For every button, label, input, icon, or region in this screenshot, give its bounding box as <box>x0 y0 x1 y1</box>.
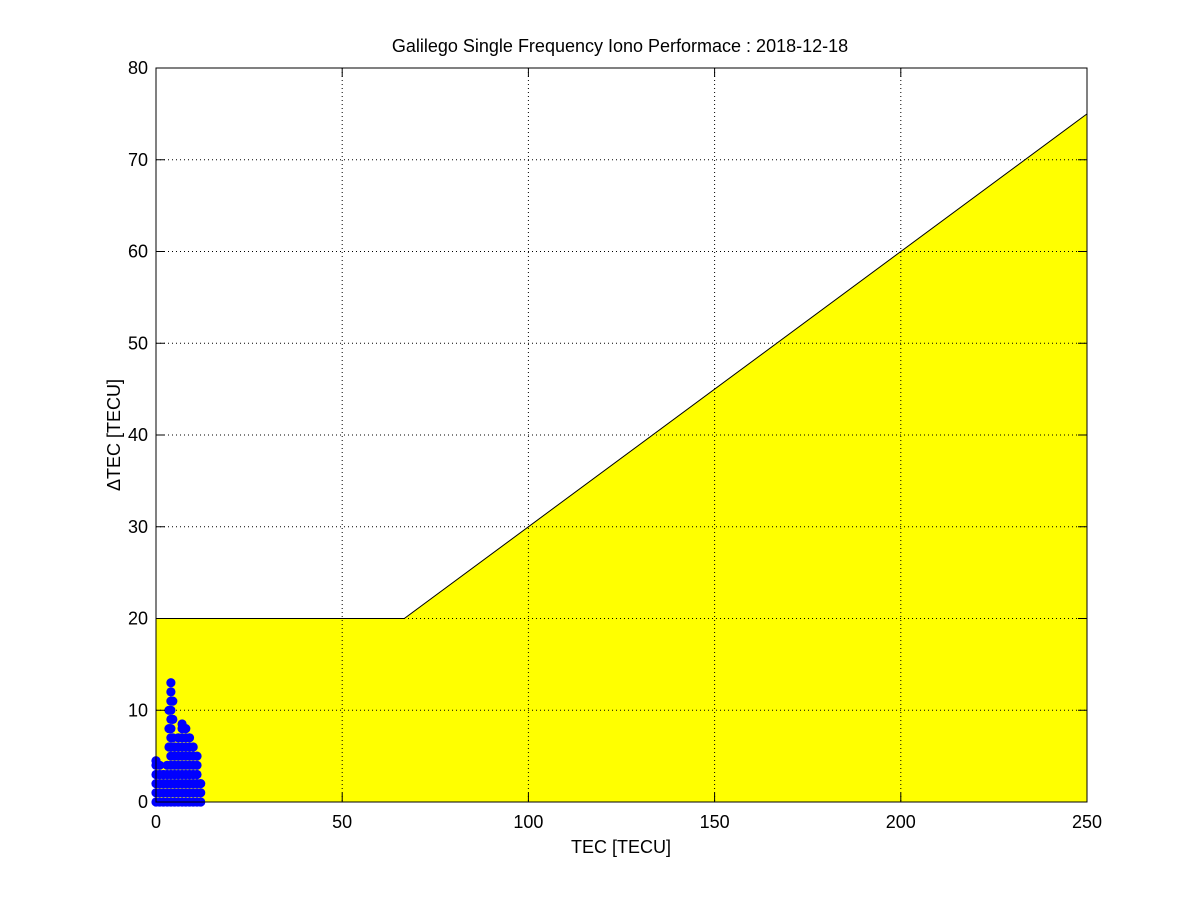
x-tick-label: 100 <box>513 812 543 832</box>
data-point <box>166 678 176 688</box>
y-tick-label: 60 <box>128 242 148 262</box>
x-tick-label: 250 <box>1072 812 1102 832</box>
y-tick-label: 0 <box>138 792 148 812</box>
y-tick-label: 40 <box>128 425 148 445</box>
data-point <box>196 788 206 798</box>
data-point <box>164 705 174 715</box>
y-tick-label: 30 <box>128 517 148 537</box>
data-point <box>196 779 206 789</box>
y-tick-label: 70 <box>128 150 148 170</box>
data-point <box>192 760 202 770</box>
data-point <box>192 751 202 761</box>
threshold-region <box>156 113 1087 802</box>
x-tick-label: 150 <box>700 812 730 832</box>
chart-title: Galilego Single Frequency Iono Performac… <box>392 36 848 56</box>
y-tick-label: 10 <box>128 700 148 720</box>
y-axis-label: ΔTEC [TECU] <box>104 379 124 491</box>
data-point <box>188 742 198 752</box>
points-layer <box>151 678 206 807</box>
y-tick-label: 20 <box>128 609 148 629</box>
x-tick-label: 0 <box>151 812 161 832</box>
y-tick-label: 50 <box>128 333 148 353</box>
data-point <box>192 769 202 780</box>
data-point <box>155 760 165 770</box>
x-axis-label: TEC [TECU] <box>571 837 671 857</box>
data-point <box>184 733 195 743</box>
y-tick-label: 80 <box>128 58 148 78</box>
x-tick-label: 50 <box>332 812 352 832</box>
data-point <box>168 714 178 725</box>
data-point <box>181 724 191 734</box>
tick-layer: 0 50 100 150 200 250 0 10 20 30 40 50 60 70 80 <box>128 58 1102 832</box>
x-tick-label: 200 <box>886 812 916 832</box>
data-point <box>164 724 174 734</box>
data-point <box>166 687 176 697</box>
data-point <box>168 696 178 706</box>
